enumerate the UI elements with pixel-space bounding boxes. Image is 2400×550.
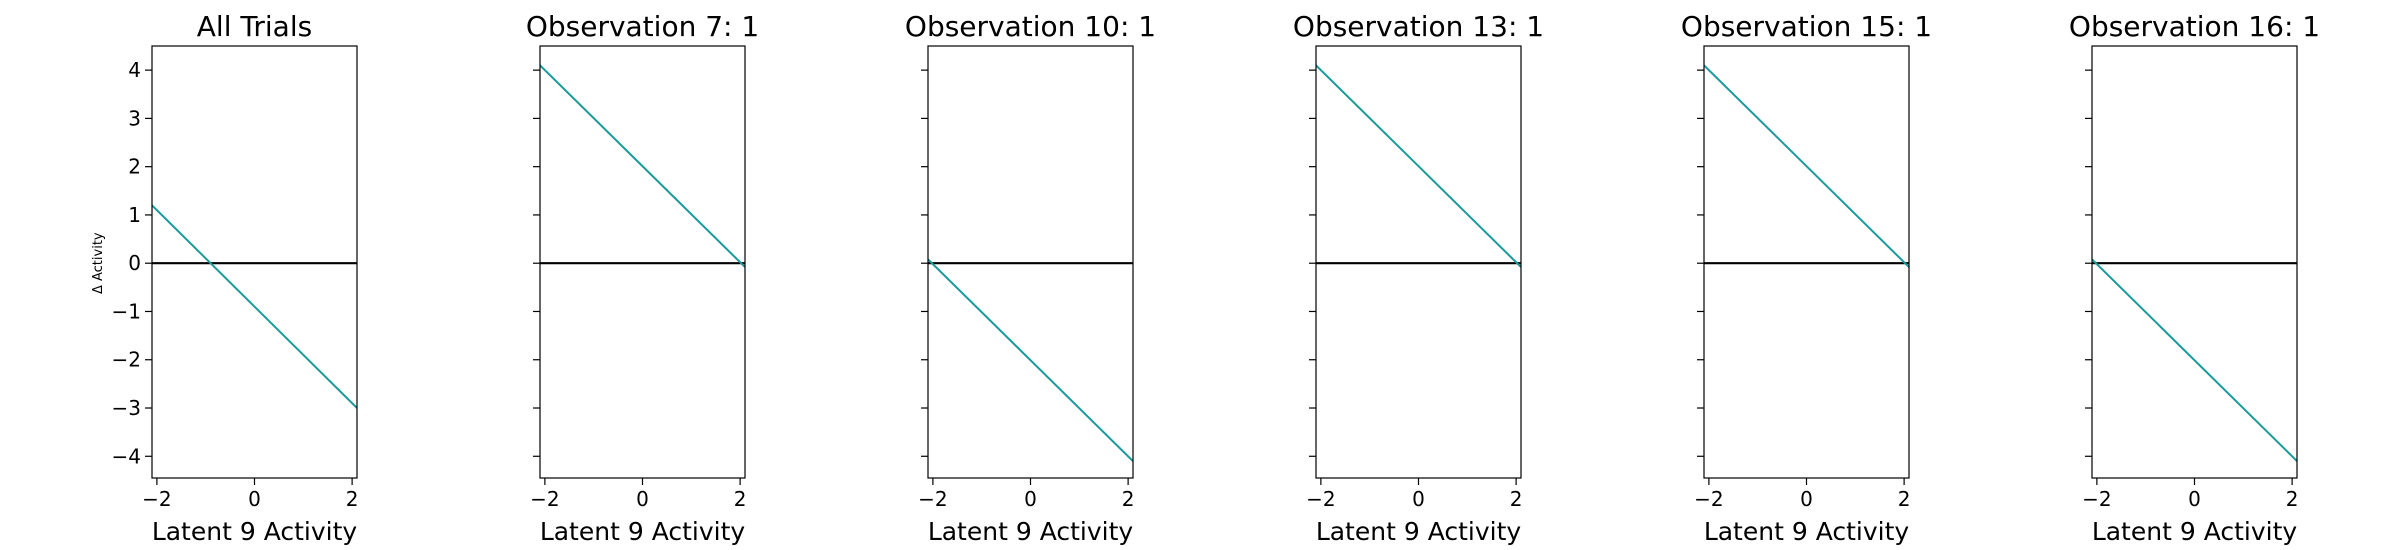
panel-title: Observation 16: 1 xyxy=(2069,10,2320,43)
x-tick-label: 0 xyxy=(248,487,261,511)
plot-frame xyxy=(2091,45,2298,479)
x-tick-label: −2 xyxy=(530,487,559,511)
x-tick-label: 2 xyxy=(346,487,359,511)
series-line-0 xyxy=(540,64,745,268)
x-tick-label: −2 xyxy=(2082,487,2111,511)
x-tick-label: 2 xyxy=(2286,487,2299,511)
y-tick-label: −2 xyxy=(112,348,141,372)
x-axis-label: Latent 9 Activity xyxy=(2092,517,2298,546)
y-axis-label: Δ Activity xyxy=(91,232,106,294)
y-tick-label: 0 xyxy=(128,251,141,275)
y-tick-label: 3 xyxy=(128,106,141,130)
plot-frame xyxy=(1315,45,1522,479)
panel-title: Observation 10: 1 xyxy=(905,10,1156,43)
y-tick-label: −3 xyxy=(112,396,141,420)
series-line-0 xyxy=(928,258,1133,462)
y-tick-label: 2 xyxy=(128,155,141,179)
series-line-0 xyxy=(1316,64,1521,268)
y-tick-label: −1 xyxy=(112,299,141,323)
panel-title: All Trials xyxy=(197,10,312,43)
plot-frame xyxy=(927,45,1134,479)
plot-frame xyxy=(151,45,358,479)
series-line-0 xyxy=(152,204,357,409)
x-tick-label: 0 xyxy=(1800,487,1813,511)
x-tick-label: 0 xyxy=(2188,487,2201,511)
x-axis-label: Latent 9 Activity xyxy=(928,517,1134,546)
x-axis-label: Latent 9 Activity xyxy=(1316,517,1522,546)
plot-frame xyxy=(1703,45,1910,479)
x-tick-label: 2 xyxy=(1898,487,1911,511)
series-line-0 xyxy=(2092,258,2297,462)
x-tick-label: 2 xyxy=(1510,487,1523,511)
x-tick-label: −2 xyxy=(142,487,171,511)
x-tick-label: 0 xyxy=(1024,487,1037,511)
x-tick-label: 2 xyxy=(734,487,747,511)
x-tick-label: −2 xyxy=(1306,487,1335,511)
series-line-0 xyxy=(1704,64,1909,268)
x-axis-label: Latent 9 Activity xyxy=(1704,517,1910,546)
x-tick-label: 0 xyxy=(636,487,649,511)
x-tick-label: 2 xyxy=(1122,487,1135,511)
y-tick-label: 4 xyxy=(128,58,141,82)
x-axis-label: Latent 9 Activity xyxy=(152,517,358,546)
panel-title: Observation 15: 1 xyxy=(1681,10,1932,43)
panel-title: Observation 13: 1 xyxy=(1293,10,1544,43)
y-tick-label: 1 xyxy=(128,203,141,227)
y-tick-label: −4 xyxy=(112,444,141,468)
panel-title: Observation 7: 1 xyxy=(526,10,759,43)
plot-frame xyxy=(539,45,746,479)
x-tick-label: −2 xyxy=(1694,487,1723,511)
x-tick-label: −2 xyxy=(918,487,947,511)
x-axis-label: Latent 9 Activity xyxy=(540,517,746,546)
x-tick-label: 0 xyxy=(1412,487,1425,511)
